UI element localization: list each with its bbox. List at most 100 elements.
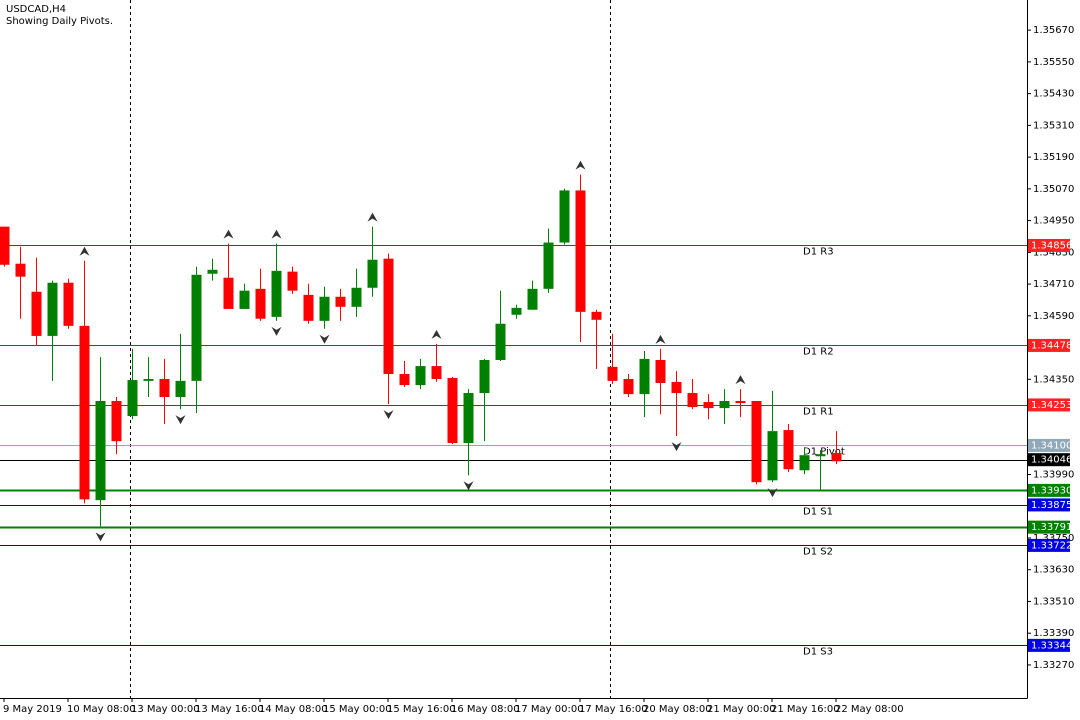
candle-body [111,400,122,442]
candle-body [47,282,58,336]
y-tick-label: 1.35310 [1033,120,1074,131]
candle-body [463,393,474,444]
level-label: D1 R1 [803,407,834,418]
fractal-down [175,415,186,425]
x-tick-label: 9 May 2019 [3,704,62,715]
price-box [1028,483,1070,497]
candle-body [815,454,826,457]
candle-body [239,290,250,309]
fractal-down [271,326,282,336]
candle-body [543,242,554,289]
level-label: D1 S2 [803,547,833,558]
fractal-up [575,160,586,170]
candle-body [735,400,746,404]
candle-body [303,294,314,321]
candle-body [591,311,602,320]
price-box-label: 1.34046 [1031,455,1072,466]
x-tick-label: 15 May 00:00 [323,704,392,715]
price-box [1028,498,1070,512]
candle-body [447,377,458,444]
fractal-down [319,334,330,344]
candle-body [223,277,234,309]
x-tick-label: 17 May 00:00 [515,704,584,715]
candle-body [79,325,90,500]
candle-body [607,366,618,381]
x-tick-label: 15 May 16:00 [387,704,456,715]
chart-subtitle: Showing Daily Pivots. [6,16,113,27]
candle-body [191,274,202,381]
candle-body [511,307,522,315]
candle-body [751,400,762,483]
level-label: D1 S3 [803,647,833,658]
y-tick-label: 1.35550 [1033,57,1074,68]
candle-body [207,269,218,274]
candle-body [639,358,650,395]
price-box-label: 1.33875 [1031,500,1072,511]
price-box-label: 1.33791 [1031,522,1072,533]
candle-body [799,455,810,471]
price-box-label: 1.34856 [1031,240,1072,251]
candle-body [335,296,346,307]
price-box [1028,238,1070,252]
price-box-label: 1.34253 [1031,400,1072,411]
x-tick-label: 10 May 08:00 [67,704,136,715]
candle-body [655,359,666,383]
price-box [1028,438,1070,452]
price-box-label: 1.33722 [1031,540,1072,551]
fractal-up [367,212,378,222]
price-box [1028,638,1070,652]
candle-body [0,226,10,265]
price-box [1028,398,1070,412]
candle-body [271,270,282,317]
fractal-up [271,229,282,239]
candle-body [367,259,378,288]
y-tick-label: 1.33630 [1033,565,1074,576]
candle-body [175,380,186,398]
x-tick-label: 13 May 16:00 [195,704,264,715]
y-tick-label: 1.34950 [1033,216,1074,227]
price-box-label: 1.34100 [1031,440,1072,451]
fractal-up [655,334,666,344]
candle-body [671,381,682,394]
fractal-down [95,532,106,542]
level-label: D1 R2 [803,347,834,358]
y-tick-label: 1.34590 [1033,311,1074,322]
fractal-up [223,229,234,239]
x-tick-label: 16 May 08:00 [451,704,520,715]
candle-body [255,288,266,319]
candle-body [703,402,714,409]
candle-body [143,379,154,381]
price-box-label: 1.33344 [1031,640,1072,651]
x-tick-label: 22 May 08:00 [835,704,904,715]
candle-body [127,380,138,417]
candle-body [31,291,42,336]
x-tick-label: 14 May 08:00 [259,704,328,715]
candle-body [319,296,330,321]
candle-body [479,359,490,394]
price-box [1028,338,1070,352]
x-tick-label: 20 May 08:00 [643,704,712,715]
x-tick-label: 21 May 00:00 [707,704,776,715]
candle-body [287,271,298,291]
fractal-up [431,329,442,339]
price-box [1028,453,1070,467]
y-tick-label: 1.33270 [1033,660,1074,671]
level-label: D1 R3 [803,247,834,258]
y-tick-label: 1.33390 [1033,628,1074,639]
chart-title: USDCAD,H4 [6,4,66,15]
fractal-down [671,442,682,452]
candle-body [431,366,442,380]
y-tick-label: 1.35070 [1033,184,1074,195]
level-label: D1 Pivot [803,447,845,458]
candle-body [159,379,170,398]
x-tick-label: 13 May 00:00 [131,704,200,715]
fractal-down [463,481,474,491]
candle-body [15,263,26,277]
y-tick-label: 1.34710 [1033,279,1074,290]
x-tick-label: 21 May 16:00 [771,704,840,715]
candle-body [575,190,586,312]
candle-body [559,190,570,243]
candle-body [687,393,698,408]
price-box-label: 1.33930 [1031,485,1072,496]
